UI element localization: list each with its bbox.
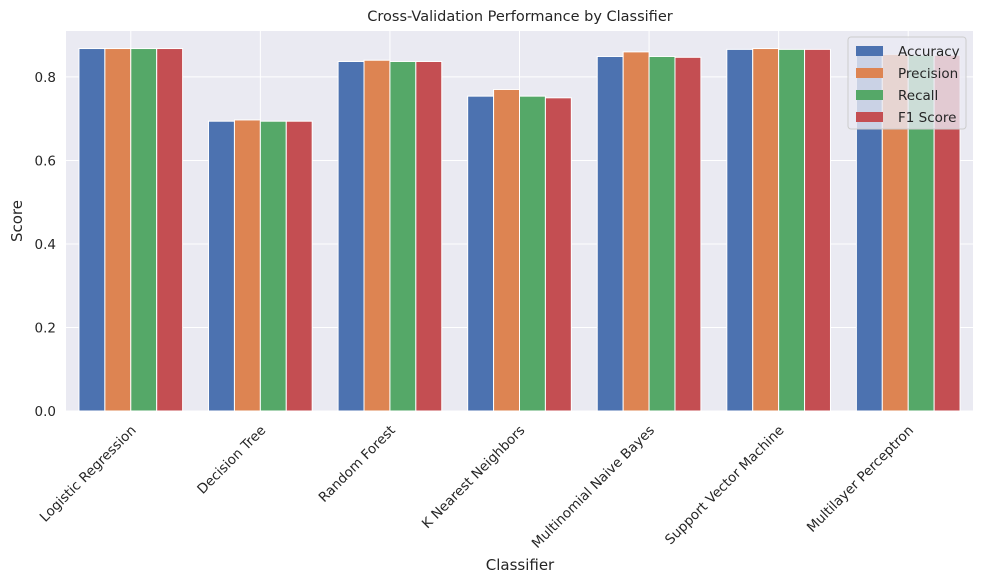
legend-label: F1 Score [898,110,956,126]
chart-title: Cross-Validation Performance by Classifi… [367,9,672,25]
legend-swatch [856,46,883,56]
y-tick-label: 0.6 [35,153,56,169]
y-tick-label: 0.0 [35,404,56,420]
x-tick-label: Support Vector Machine [662,423,788,549]
bar-precision [622,51,650,412]
y-tick-label: 0.4 [35,237,56,253]
bar-f1-score [804,48,831,412]
legend-swatch [856,90,883,100]
bar-accuracy [726,48,754,412]
bars [78,48,961,412]
y-tick-label: 0.8 [35,70,56,86]
x-tick-label: Multilayer Perceptron [804,423,917,536]
legend-label: Precision [898,66,958,82]
bar-f1-score [674,56,702,412]
bar-accuracy [208,120,235,412]
bar-precision [363,59,391,412]
y-axis-ticks: 0.0 0.2 0.4 0.6 0.8 [35,70,56,420]
bar-f1-score [544,97,572,412]
bar-f1-score [156,48,184,412]
bar-recall [778,48,806,412]
x-axis-ticks: Logistic Regression Decision Tree Random F… [37,423,917,552]
bar-precision [104,48,132,412]
legend-box [847,36,967,130]
legend-label: Recall [898,88,938,104]
bar-f1-score [415,60,443,412]
bar-recall [259,120,287,412]
legend-label: Accuracy [898,44,960,60]
legend: Accuracy Precision Recall F1 Score [847,36,967,130]
bar-accuracy [78,48,106,412]
y-axis-label: Score [8,200,26,242]
bar-precision [752,48,780,412]
x-tick-label: Multinomial Naive Bayes [529,423,658,552]
y-tick-label: 0.2 [35,320,56,336]
x-axis-label: Classifier [486,556,555,574]
legend-swatch [856,112,883,122]
bar-recall [130,48,158,412]
x-tick-label: K Nearest Neighbors [419,423,528,532]
bar-accuracy [337,60,365,412]
x-tick-label: Random Forest [316,423,399,506]
bar-recall [519,95,546,412]
legend-swatch [856,68,883,78]
bar-accuracy [596,55,624,412]
x-tick-label: Logistic Regression [37,423,140,526]
bar-recall [648,55,676,412]
bar-f1-score [285,120,313,412]
bar-precision [493,88,521,412]
bar-precision [233,119,261,412]
x-tick-label: Decision Tree [194,423,269,498]
bar-accuracy [467,95,495,412]
bar-recall [389,60,417,412]
